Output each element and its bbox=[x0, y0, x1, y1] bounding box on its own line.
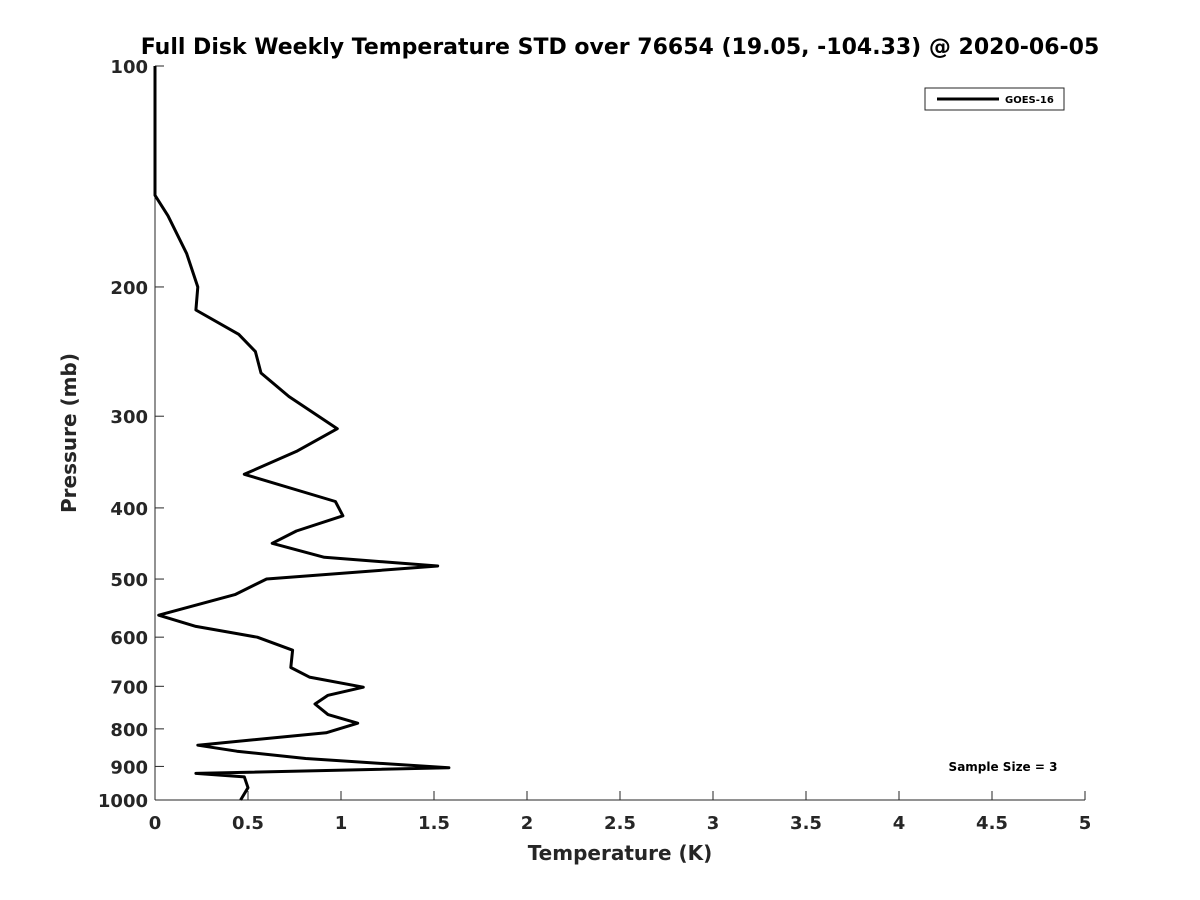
chart-title: Full Disk Weekly Temperature STD over 76… bbox=[141, 35, 1100, 60]
x-tick-label: 4.5 bbox=[976, 813, 1008, 834]
x-tick-label: 3 bbox=[707, 813, 720, 834]
y-tick-label: 300 bbox=[110, 407, 148, 428]
y-tick-label: 1000 bbox=[98, 791, 148, 812]
x-tick-label: 0.5 bbox=[232, 813, 264, 834]
y-tick-label: 800 bbox=[110, 720, 148, 741]
x-tick-label: 2.5 bbox=[604, 813, 636, 834]
x-axis-ticks: 0 0.5 1 1.5 2 2.5 3 3.5 4 4.5 5 bbox=[149, 791, 1092, 834]
y-axis-label: Pressure (mb) bbox=[57, 353, 81, 513]
y-axis-ticks: 100 200 300 400 500 600 700 800 900 1000 bbox=[98, 57, 164, 812]
x-axis-label: Temperature (K) bbox=[528, 841, 713, 865]
x-tick-label: 3.5 bbox=[790, 813, 822, 834]
y-tick-label: 600 bbox=[110, 628, 148, 649]
series-line-goes-16 bbox=[153, 66, 451, 801]
legend-label: GOES-16 bbox=[1005, 95, 1054, 106]
x-tick-label: 0 bbox=[149, 813, 162, 834]
x-tick-label: 1 bbox=[335, 813, 348, 834]
legend: GOES-16 bbox=[924, 87, 1065, 111]
sample-size-annotation: Sample Size = 3 bbox=[949, 760, 1058, 774]
y-tick-label: 400 bbox=[110, 499, 148, 520]
series-group bbox=[153, 66, 451, 801]
y-tick-label: 700 bbox=[110, 677, 148, 698]
x-tick-label: 5 bbox=[1079, 813, 1092, 834]
x-tick-label: 2 bbox=[521, 813, 534, 834]
y-tick-label: 100 bbox=[110, 57, 148, 78]
x-tick-label: 1.5 bbox=[418, 813, 450, 834]
y-tick-label: 500 bbox=[110, 570, 148, 591]
y-tick-label: 900 bbox=[110, 757, 148, 778]
x-tick-label: 4 bbox=[893, 813, 906, 834]
y-tick-label: 200 bbox=[110, 278, 148, 299]
